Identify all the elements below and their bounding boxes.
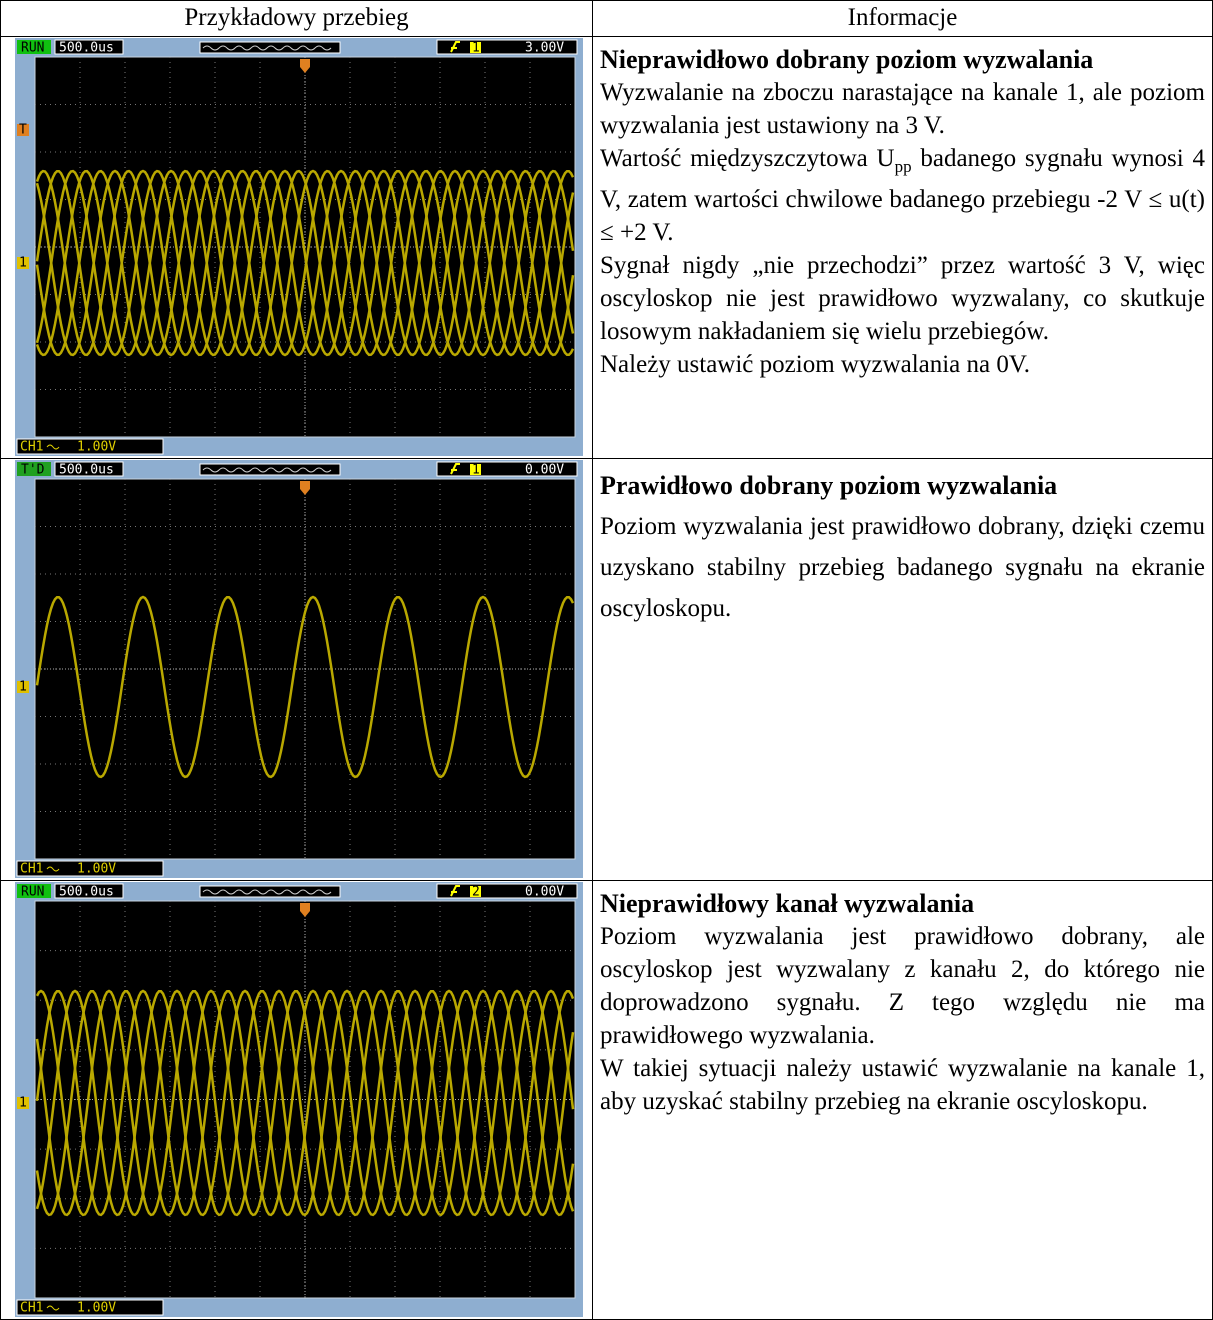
- timebase: 500.0us: [59, 885, 114, 900]
- mode: RUN: [21, 41, 44, 56]
- scope-cell: RUN 500.0us 1 3.00V 1 T CH1 1.00V: [0, 36, 593, 459]
- volts: 1.00V: [77, 1301, 116, 1316]
- trigger-channel: 1: [472, 41, 480, 56]
- header-cell: Przykładowy przebieg: [0, 0, 593, 37]
- memory-bar: [200, 42, 340, 53]
- volts: 1.00V: [77, 862, 116, 877]
- paragraph: Wyzwalanie na zboczu narastające na kana…: [600, 76, 1205, 142]
- scope-cell: T'D 500.0us 1 0.00V 1 CH1 1.00V: [0, 458, 593, 881]
- paragraph: W takiej sytuacji należy ustawić wyzwala…: [600, 1052, 1205, 1118]
- subscript: pp: [895, 157, 912, 176]
- timebase: 500.0us: [59, 41, 114, 56]
- timebase: 500.0us: [59, 463, 114, 478]
- paragraph: Należy ustawić poziom wyzwalania na 0V.: [600, 348, 1205, 381]
- mode: T'D: [21, 463, 45, 478]
- channel: CH1: [20, 862, 43, 877]
- channel-marker: 1: [19, 256, 27, 271]
- channel: CH1: [20, 440, 43, 455]
- page: Przykładowy przebieg Informacje RUN 500.0…: [0, 0, 1213, 1320]
- trigger-level: 0.00V: [525, 885, 564, 900]
- mode: RUN: [21, 885, 44, 900]
- info-title: Prawidłowo dobrany poziom wyzwalania: [600, 465, 1205, 506]
- trigger-channel: 1: [472, 463, 480, 478]
- info-title: Nieprawidłowo dobrany poziom wyzwalania: [600, 43, 1205, 76]
- scope-cell: RUN 500.0us 2 0.00V 1 CH1 1.00V: [0, 880, 593, 1320]
- trigger-channel: 2: [472, 885, 480, 900]
- memory-bar: [200, 886, 340, 897]
- paragraph: Poziom wyzwalania jest prawidłowo dobran…: [600, 506, 1205, 629]
- paragraph: Wartość międzyszczytowa Upp badanego syg…: [600, 142, 1205, 249]
- oscilloscope: T'D 500.0us 1 0.00V 1 CH1 1.00V: [15, 460, 583, 878]
- text: Wartość międzyszczytowa U: [600, 145, 895, 172]
- volts: 1.00V: [77, 440, 116, 455]
- memory-bar: [200, 464, 340, 475]
- trigger-marker: T: [19, 123, 27, 138]
- trigger-level: 3.00V: [525, 41, 564, 56]
- header-cell: Informacje: [592, 0, 1213, 37]
- header-text: Informacje: [848, 4, 958, 31]
- oscilloscope: RUN 500.0us 1 3.00V 1 T CH1 1.00V: [15, 38, 583, 456]
- info-title: Nieprawidłowy kanał wyzwalania: [600, 887, 1205, 920]
- header-text: Przykładowy przebieg: [184, 4, 408, 31]
- trigger-level: 0.00V: [525, 463, 564, 478]
- channel-marker: 1: [19, 1096, 27, 1111]
- paragraph: Poziom wyzwalania jest prawidłowo dobran…: [600, 920, 1205, 1052]
- paragraph: Sygnał nigdy „nie przechodzi” przez wart…: [600, 249, 1205, 348]
- channel-marker: 1: [19, 680, 27, 695]
- oscilloscope: RUN 500.0us 2 0.00V 1 CH1 1.00V: [15, 882, 583, 1317]
- channel: CH1: [20, 1301, 43, 1316]
